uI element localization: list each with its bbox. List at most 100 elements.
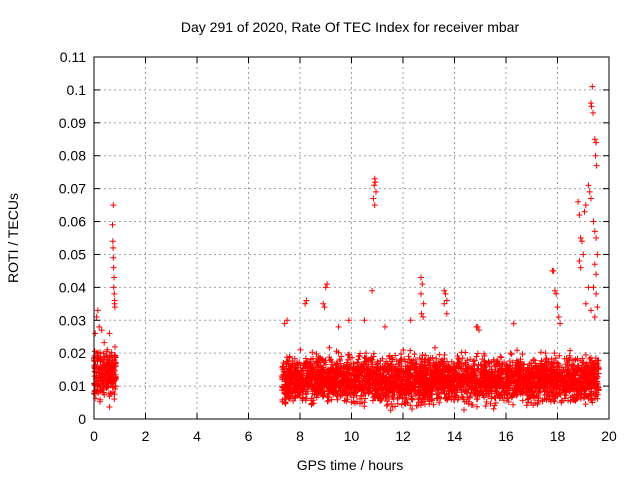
data-point — [328, 356, 334, 363]
data-point — [325, 397, 332, 404]
data-point — [448, 358, 455, 365]
data-point — [446, 365, 453, 372]
chart-title: Day 291 of 2020, Rate Of TEC Index for r… — [181, 19, 520, 35]
data-point — [519, 351, 526, 358]
data-point — [283, 360, 290, 367]
data-point — [106, 393, 113, 400]
data-point — [374, 371, 380, 378]
data-point — [528, 385, 535, 392]
data-point — [585, 182, 592, 189]
data-point — [564, 371, 571, 378]
data-point — [409, 364, 416, 371]
data-point — [399, 391, 406, 398]
data-point — [594, 304, 601, 311]
data-point — [368, 355, 375, 362]
data-point — [373, 188, 379, 195]
data-point — [98, 371, 105, 378]
data-point — [373, 364, 380, 371]
data-point — [354, 387, 361, 394]
data-point — [468, 368, 475, 375]
data-point — [576, 258, 583, 264]
data-point — [508, 351, 515, 358]
data-point — [343, 363, 349, 370]
data-point — [281, 368, 288, 375]
data-point — [503, 361, 510, 368]
data-point — [492, 400, 499, 406]
data-point — [441, 300, 448, 307]
data-point — [338, 353, 345, 360]
data-point — [575, 367, 581, 374]
data-point — [454, 353, 461, 359]
data-point — [401, 356, 408, 363]
data-point — [422, 352, 429, 359]
data-point — [346, 387, 353, 394]
data-point — [94, 307, 101, 314]
data-point — [309, 349, 316, 356]
data-point — [560, 387, 567, 394]
data-point — [448, 388, 455, 395]
data-point — [112, 374, 119, 381]
data-point — [371, 392, 378, 398]
data-point — [345, 356, 352, 363]
data-point — [324, 393, 331, 399]
data-point — [395, 370, 402, 377]
data-point — [332, 388, 339, 395]
data-point — [405, 353, 412, 360]
data-point — [473, 323, 480, 330]
data-point — [97, 358, 104, 365]
data-point — [303, 362, 310, 369]
data-point — [542, 350, 549, 357]
data-point — [112, 343, 118, 350]
data-point — [476, 327, 482, 334]
x-tick-label: 10 — [344, 428, 360, 444]
data-point — [580, 370, 587, 377]
data-point — [554, 391, 561, 398]
data-point — [405, 367, 412, 374]
data-point — [506, 375, 513, 382]
data-point — [109, 238, 116, 245]
data-point — [455, 374, 462, 381]
data-point — [346, 377, 352, 384]
data-point — [445, 369, 451, 376]
data-point — [454, 396, 461, 403]
data-point — [394, 400, 401, 407]
y-tick-label: 0.04 — [59, 279, 86, 295]
data-point — [389, 403, 396, 410]
data-point — [544, 360, 551, 366]
data-point — [283, 354, 290, 361]
data-point — [380, 373, 387, 380]
data-point — [522, 383, 529, 390]
data-point — [525, 364, 532, 371]
data-point — [385, 391, 391, 398]
data-point — [433, 375, 440, 382]
data-point — [473, 353, 480, 360]
data-point — [482, 403, 489, 409]
data-point — [533, 363, 540, 370]
data-point — [474, 376, 481, 383]
data-point — [318, 356, 325, 363]
data-point — [510, 401, 516, 408]
data-point — [302, 376, 309, 383]
data-point — [421, 391, 428, 398]
y-tick-label: 0.01 — [59, 378, 86, 394]
data-point — [519, 397, 526, 404]
data-point — [398, 356, 405, 363]
data-point — [356, 370, 363, 377]
data-point — [361, 361, 368, 368]
data-point — [101, 353, 108, 360]
data-point — [494, 358, 501, 365]
data-point — [544, 392, 551, 399]
data-point — [103, 348, 110, 355]
data-point — [580, 385, 587, 392]
data-point — [420, 364, 427, 371]
data-point — [377, 370, 384, 377]
data-point — [482, 360, 489, 366]
data-point — [309, 397, 316, 404]
data-point — [400, 387, 406, 394]
data-point — [389, 393, 396, 400]
data-point — [283, 384, 290, 390]
data-point — [479, 356, 486, 363]
data-point — [551, 287, 558, 294]
data-point — [574, 378, 581, 385]
